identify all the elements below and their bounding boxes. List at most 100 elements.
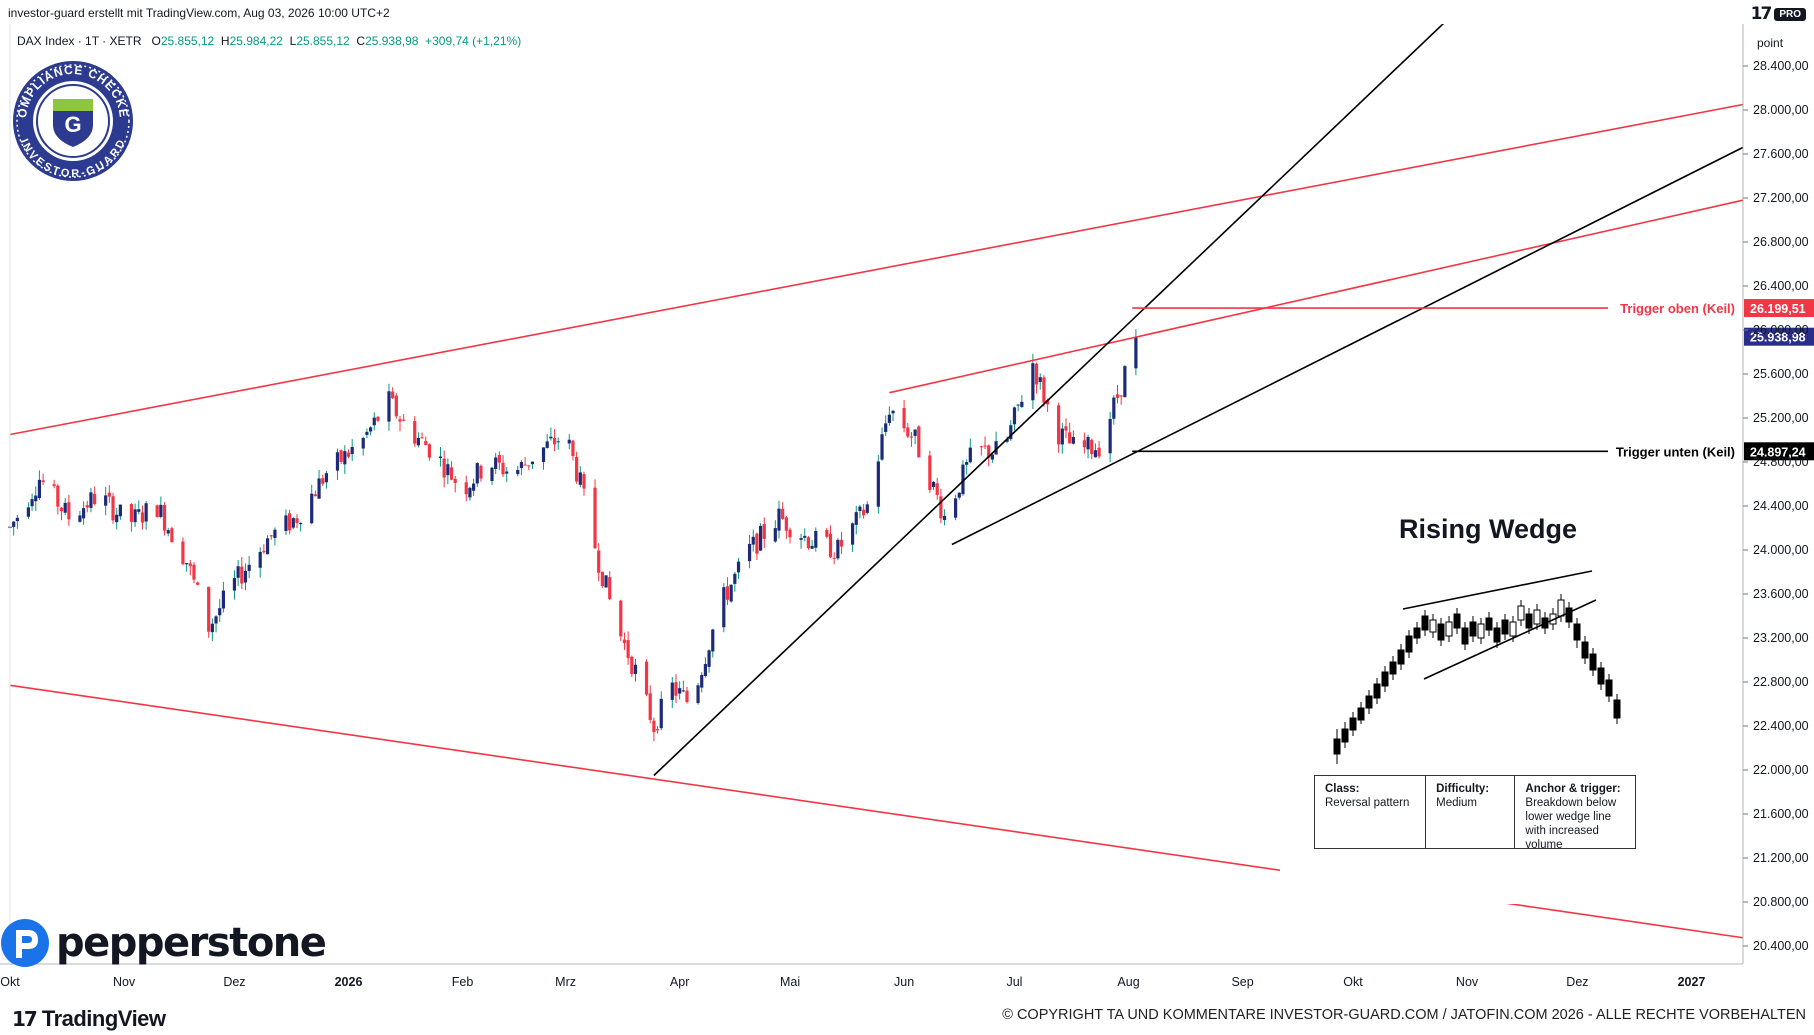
- candle-body: [424, 440, 428, 446]
- x-tick-label: Apr: [670, 975, 689, 989]
- candle: [832, 552, 836, 565]
- candle: [858, 504, 862, 519]
- candle-body: [902, 408, 906, 429]
- mini-candle-body: [1501, 619, 1509, 635]
- difficulty-value: Medium: [1436, 797, 1478, 809]
- candle-body: [207, 586, 211, 632]
- candle: [678, 681, 682, 700]
- candle: [1123, 365, 1127, 398]
- candle: [608, 571, 612, 601]
- candle-body: [736, 561, 741, 573]
- candle: [891, 409, 895, 422]
- candle-body: [273, 529, 277, 538]
- y-tick-label: 28.400,00: [1753, 59, 1809, 73]
- candle: [1090, 438, 1094, 460]
- candle-body: [939, 496, 943, 519]
- candle-body: [427, 444, 432, 458]
- mini-candle-body: [1333, 738, 1341, 755]
- candle-body: [652, 720, 656, 733]
- candle-body: [475, 463, 479, 484]
- x-tick-label: Jul: [1006, 975, 1022, 989]
- candle-body: [862, 509, 866, 516]
- anchor-line-3: with increased volume: [1525, 825, 1599, 851]
- candle-body: [464, 482, 468, 495]
- candle-body: [994, 441, 998, 455]
- candle-body: [398, 419, 402, 422]
- candle: [494, 452, 498, 475]
- candle-body: [188, 563, 192, 567]
- trigger-lines: Trigger oben (Keil) 26.199,51 Trigger unte…: [1132, 299, 1814, 461]
- candle-body: [781, 508, 785, 519]
- candle-body: [670, 682, 674, 700]
- chart-info-header: investor-guard erstellt mit TradingView.…: [8, 6, 390, 20]
- candle: [575, 451, 579, 484]
- price-unit-label[interactable]: point: [1757, 36, 1784, 50]
- candle-body: [494, 457, 498, 469]
- candle-body: [236, 566, 240, 578]
- change-value: +309,74 (+1,21%): [425, 34, 522, 48]
- candle: [365, 428, 369, 439]
- candle-body: [788, 529, 792, 538]
- candle: [1108, 411, 1112, 463]
- mini-candle-body: [1365, 695, 1373, 709]
- mini-candle-body: [1437, 623, 1445, 641]
- candle-body: [247, 564, 251, 571]
- candle-body: [104, 495, 108, 506]
- candle: [722, 583, 726, 633]
- candle: [479, 464, 483, 482]
- mini-candle: [1381, 666, 1389, 692]
- candle-body: [210, 623, 214, 633]
- candle: [803, 528, 807, 542]
- candle: [703, 657, 708, 678]
- y-tick-label: 21.200,00: [1753, 851, 1809, 865]
- candle: [1086, 434, 1090, 459]
- candle-body: [552, 438, 557, 445]
- candle: [449, 461, 454, 481]
- candle: [806, 536, 811, 550]
- candle-body: [438, 456, 443, 458]
- candle: [218, 599, 222, 622]
- candle-body: [575, 456, 579, 482]
- candle-body: [1038, 377, 1042, 383]
- candle: [622, 632, 627, 650]
- x-tick-label: Mai: [780, 975, 800, 989]
- candle-body: [619, 600, 623, 637]
- mini-candle-body: [1509, 621, 1517, 637]
- candle: [1016, 404, 1020, 412]
- mini-candle-body: [1397, 649, 1405, 665]
- candle: [26, 502, 30, 520]
- mini-candle-body: [1573, 623, 1581, 641]
- candle: [501, 455, 505, 477]
- class-value: Reversal pattern: [1325, 797, 1410, 809]
- candle-body: [887, 414, 891, 423]
- candle: [968, 438, 972, 464]
- candle-body: [784, 517, 788, 531]
- symbol-legend[interactable]: DAX Index · 1T · XETR O25.855,12 H25.984…: [17, 34, 521, 48]
- mini-candle: [1573, 618, 1581, 648]
- candle: [700, 672, 704, 693]
- tradingview-pro-badge[interactable]: 17 PRO: [1751, 4, 1806, 24]
- candle: [784, 516, 788, 539]
- candle-body: [1068, 432, 1072, 444]
- anchor-cell: Anchor & trigger: Breakdown below lower …: [1515, 776, 1635, 851]
- low-label: L: [289, 34, 297, 48]
- candle-body: [891, 410, 895, 414]
- candle-body: [472, 483, 476, 491]
- candle-body: [1090, 439, 1094, 455]
- axes: 20.400,00 20.800,00 21.200,00 21.600,00 22.0…: [0, 24, 1809, 989]
- candle-body: [240, 566, 244, 584]
- candle-body: [597, 550, 601, 573]
- candle: [81, 501, 86, 525]
- pattern-info-table: Class: Reversal pattern Difficulty: Medi…: [1314, 775, 1636, 851]
- mini-candle-body: [1557, 599, 1565, 617]
- candle-body: [505, 471, 509, 474]
- candle-body: [626, 640, 630, 659]
- candle-body: [608, 577, 612, 600]
- candle-body: [453, 478, 457, 484]
- mini-candle-body: [1389, 661, 1397, 675]
- mini-candle: [1517, 600, 1525, 626]
- mini-candle-body: [1493, 627, 1501, 643]
- candle-body: [265, 538, 270, 555]
- candle: [758, 523, 763, 552]
- candle: [1068, 422, 1072, 444]
